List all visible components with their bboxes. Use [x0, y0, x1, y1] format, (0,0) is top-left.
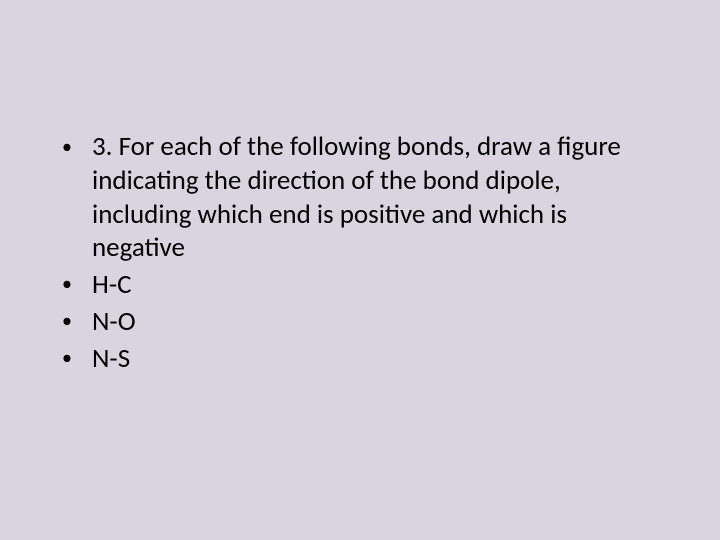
list-item: • 3. For each of the following bonds, dr…: [60, 130, 660, 265]
bullet-icon: •: [60, 341, 92, 375]
list-item: • H-C: [60, 267, 660, 302]
bullet-icon: •: [60, 267, 92, 301]
bullet-icon: •: [60, 304, 92, 338]
list-item-text: 3. For each of the following bonds, draw…: [92, 130, 660, 265]
list-item-text: H-C: [92, 267, 660, 302]
list-item: • N-O: [60, 304, 660, 339]
slide-body: • 3. For each of the following bonds, dr…: [60, 130, 660, 376]
list-item-text: N-O: [92, 304, 660, 339]
list-item-text: N-S: [92, 341, 660, 376]
list-item: • N-S: [60, 341, 660, 376]
bullet-icon: •: [60, 130, 92, 164]
